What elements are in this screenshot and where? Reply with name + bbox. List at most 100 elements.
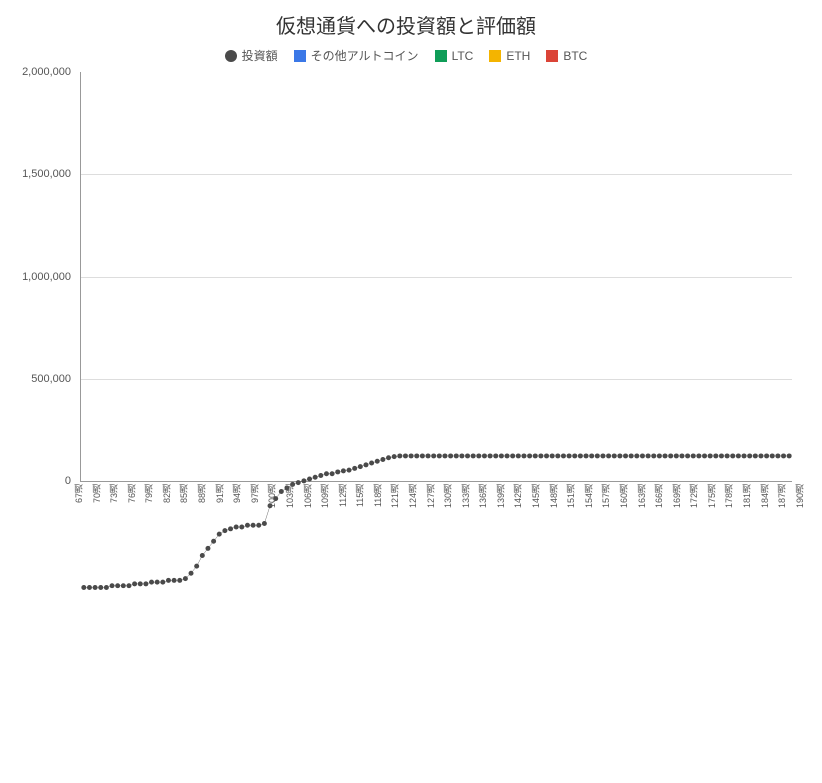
- line-marker: [194, 564, 199, 569]
- line-marker: [217, 532, 222, 537]
- x-tick-label: 103週: [283, 484, 289, 510]
- legend-label: その他アルトコイン: [311, 47, 419, 64]
- x-tick-label: 106週: [301, 484, 307, 510]
- line-marker: [115, 583, 120, 588]
- line-marker: [160, 580, 165, 585]
- chart-title: 仮想通貨への投資額と評価額: [10, 10, 802, 39]
- line-marker: [166, 578, 171, 583]
- y-tick-label: 2,000,000: [22, 66, 71, 78]
- line-marker: [121, 583, 126, 588]
- line-marker: [87, 585, 92, 590]
- line-marker: [183, 576, 188, 581]
- line-marker: [222, 528, 227, 533]
- y-tick-label: 1,500,000: [22, 168, 71, 180]
- x-tick-label: 112週: [336, 484, 342, 510]
- line-marker: [98, 585, 103, 590]
- x-tick-label: 91週: [213, 484, 219, 510]
- grid-line: [81, 379, 792, 380]
- x-tick-label: 169週: [670, 484, 676, 510]
- line-marker: [211, 539, 216, 544]
- line-marker: [149, 580, 154, 585]
- y-tick-label: 1,000,000: [22, 271, 71, 283]
- plot-area: 0500,0001,000,0001,500,0002,000,000: [80, 72, 792, 482]
- x-axis: 67週68週69週70週71週72週73週74週75週76週77週78週79週8…: [70, 484, 812, 510]
- x-tick-label: 184週: [758, 484, 764, 510]
- x-tick-label: 133週: [459, 484, 465, 510]
- line-marker: [172, 578, 177, 583]
- legend-item: BTC: [546, 47, 587, 64]
- x-tick-label: 190週: [793, 484, 799, 510]
- x-tick-label: 175週: [705, 484, 711, 510]
- line-marker: [138, 581, 143, 586]
- x-tick-label: 124週: [406, 484, 412, 510]
- legend-swatch: [546, 50, 558, 62]
- y-tick-label: 500,000: [31, 373, 71, 385]
- x-tick-label: 172週: [687, 484, 693, 510]
- line-marker: [104, 585, 109, 590]
- legend-item: 投資額: [225, 47, 278, 64]
- legend-item: LTC: [435, 47, 474, 64]
- line-marker: [143, 581, 148, 586]
- x-tick-label: 148週: [547, 484, 553, 510]
- x-tick-label: 151週: [564, 484, 570, 510]
- x-tick-label: 139週: [494, 484, 500, 510]
- x-tick-label: 160週: [617, 484, 623, 510]
- legend-label: ETH: [506, 49, 530, 63]
- line-marker: [228, 526, 233, 531]
- line-marker: [205, 546, 210, 551]
- x-tick-label: 94週: [230, 484, 236, 510]
- line-marker: [126, 583, 131, 588]
- legend-swatch: [294, 50, 306, 62]
- legend-item: ETH: [489, 47, 530, 64]
- legend: 投資額 その他アルトコイン LTC ETH BTC: [10, 47, 802, 64]
- x-tick-label: 142週: [511, 484, 517, 510]
- legend-swatch: [225, 50, 237, 62]
- x-tick-label: 154週: [582, 484, 588, 510]
- x-tick-label: 76週: [125, 484, 131, 510]
- x-tick-label: 178週: [722, 484, 728, 510]
- legend-label: BTC: [563, 49, 587, 63]
- line-marker: [256, 523, 261, 528]
- x-tick-label: 136週: [476, 484, 482, 510]
- grid-line: [81, 277, 792, 278]
- x-tick-label: 118週: [371, 484, 377, 510]
- x-tick-label: 73週: [107, 484, 113, 510]
- x-tick-label: 163週: [635, 484, 641, 510]
- x-tick-label: 121週: [388, 484, 394, 510]
- x-tick-label: 115週: [353, 484, 359, 510]
- line-marker: [262, 521, 267, 526]
- x-tick-label: 88週: [195, 484, 201, 510]
- x-tick-label: 100週: [265, 484, 271, 510]
- line-marker: [177, 578, 182, 583]
- line-marker: [81, 585, 86, 590]
- x-tick-label: 145週: [529, 484, 535, 510]
- x-tick-label: 67週: [72, 484, 78, 510]
- line-marker: [200, 553, 205, 558]
- line-marker: [239, 525, 244, 530]
- x-tick-label: 157週: [599, 484, 605, 510]
- line-marker: [234, 525, 239, 530]
- legend-item: その他アルトコイン: [294, 47, 419, 64]
- chart-container: 仮想通貨への投資額と評価額 投資額 その他アルトコイン LTC ETH BTC 0500…: [0, 0, 822, 508]
- line-marker: [110, 583, 115, 588]
- grid-line: [81, 174, 792, 175]
- x-tick-label: 130週: [441, 484, 447, 510]
- legend-label: LTC: [452, 49, 474, 63]
- legend-swatch: [435, 50, 447, 62]
- line-marker: [251, 523, 256, 528]
- x-tick-label: 97週: [248, 484, 254, 510]
- x-tick-label: 85週: [177, 484, 183, 510]
- x-tick-label: 187週: [775, 484, 781, 510]
- line-marker: [155, 580, 160, 585]
- x-tick-label: 70週: [90, 484, 96, 510]
- x-tick-label: 181週: [740, 484, 746, 510]
- x-tick-label: 79週: [142, 484, 148, 510]
- x-tick-label: 166週: [652, 484, 658, 510]
- line-marker: [189, 571, 194, 576]
- x-tick-label: 127週: [424, 484, 430, 510]
- x-tick-label: 82週: [160, 484, 166, 510]
- legend-label: 投資額: [242, 47, 278, 64]
- legend-swatch: [489, 50, 501, 62]
- y-axis: 0500,0001,000,0001,500,0002,000,000: [11, 72, 76, 481]
- line-marker: [245, 523, 250, 528]
